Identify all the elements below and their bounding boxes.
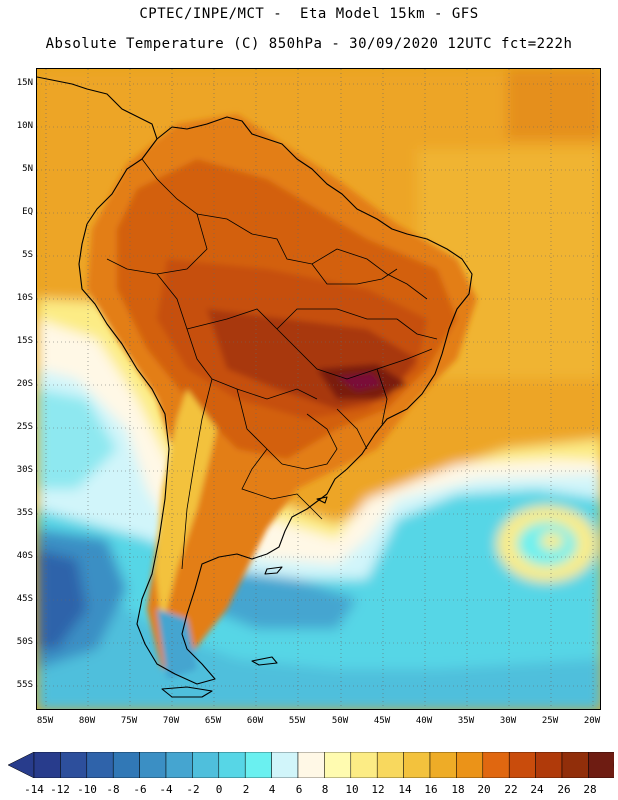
lon-label: 35W (457, 716, 475, 726)
legend-swatch (33, 752, 61, 778)
coastline (37, 76, 473, 698)
legend-label: 16 (424, 783, 438, 796)
legend-swatch (508, 752, 536, 778)
lat-label: 5N (22, 164, 33, 174)
legend-swatch (350, 752, 378, 778)
legend-swatch (297, 752, 325, 778)
legend-swatch (376, 752, 404, 778)
legend-swatch (271, 752, 299, 778)
legend-swatch (429, 752, 457, 778)
lat-label: 40S (16, 551, 33, 561)
legend-label: 4 (268, 783, 276, 796)
lat-label: 15S (16, 336, 33, 346)
lat-label: 15N (16, 78, 33, 88)
legend-label: 6 (295, 783, 303, 796)
lon-label: 20W (583, 716, 601, 726)
lon-label: 65W (204, 716, 222, 726)
lon-label: 70W (162, 716, 180, 726)
lat-label: 50S (16, 637, 33, 647)
legend-swatch (112, 752, 140, 778)
legend-label: -6 (133, 783, 147, 796)
lat-label: 10N (16, 121, 33, 131)
legend-swatch (192, 752, 220, 778)
legend-label: -10 (77, 783, 97, 796)
legend-label: -8 (106, 783, 120, 796)
legend-swatch (324, 752, 352, 778)
lon-label: 25W (541, 716, 559, 726)
lat-label: 25S (16, 422, 33, 432)
legend-label: 10 (345, 783, 359, 796)
lon-label: 80W (78, 716, 96, 726)
temperature-map (36, 68, 601, 710)
lat-label: 5S (22, 250, 33, 260)
lon-label: 75W (120, 716, 138, 726)
map-canvas (37, 69, 600, 709)
legend-label: 0 (215, 783, 223, 796)
chart-title: CPTEC/INPE/MCT - Eta Model 15km - GFS (139, 6, 479, 22)
legend-label: 14 (398, 783, 412, 796)
legend-label: 28 (583, 783, 597, 796)
lon-label: 55W (288, 716, 306, 726)
legend-label: 8 (321, 783, 329, 796)
lat-label: 55S (16, 680, 33, 690)
legend-underflow-arrow (8, 752, 35, 778)
legend-swatch (139, 752, 167, 778)
lat-label: 45S (16, 594, 33, 604)
legend-swatch (86, 752, 114, 778)
legend-label: -12 (50, 783, 70, 796)
legend-label: 22 (504, 783, 518, 796)
lat-label: EQ (22, 207, 33, 217)
legend-label: 18 (451, 783, 465, 796)
chart-subtitle: Absolute Temperature (C) 850hPa - 30/09/… (45, 36, 573, 52)
legend-label: 26 (557, 783, 571, 796)
lon-label: 85W (36, 716, 54, 726)
legend-label: 2 (242, 783, 250, 796)
lon-label: 60W (246, 716, 264, 726)
legend-label: -14 (24, 783, 44, 796)
lon-label: 30W (499, 716, 517, 726)
lat-label: 35S (16, 508, 33, 518)
lat-label: 10S (16, 293, 33, 303)
legend-swatch (561, 752, 589, 778)
legend-swatch (535, 752, 563, 778)
lat-label: 20S (16, 379, 33, 389)
legend-swatch (218, 752, 246, 778)
continent-heat-field (87, 114, 477, 679)
lon-label: 50W (331, 716, 349, 726)
legend-label: -4 (159, 783, 173, 796)
legend-swatch (482, 752, 510, 778)
legend-swatch (588, 752, 614, 778)
legend-swatch (60, 752, 88, 778)
lat-label: 30S (16, 465, 33, 475)
legend-swatch (456, 752, 484, 778)
legend-swatch (165, 752, 193, 778)
legend-swatch (403, 752, 431, 778)
country-borders (106, 158, 438, 570)
lon-label: 45W (373, 716, 391, 726)
legend-label: 12 (371, 783, 385, 796)
lon-label: 40W (415, 716, 433, 726)
legend-label: 24 (530, 783, 544, 796)
legend-label: -2 (186, 783, 200, 796)
color-legend (8, 752, 614, 778)
legend-label: 20 (477, 783, 491, 796)
legend-swatch (244, 752, 272, 778)
